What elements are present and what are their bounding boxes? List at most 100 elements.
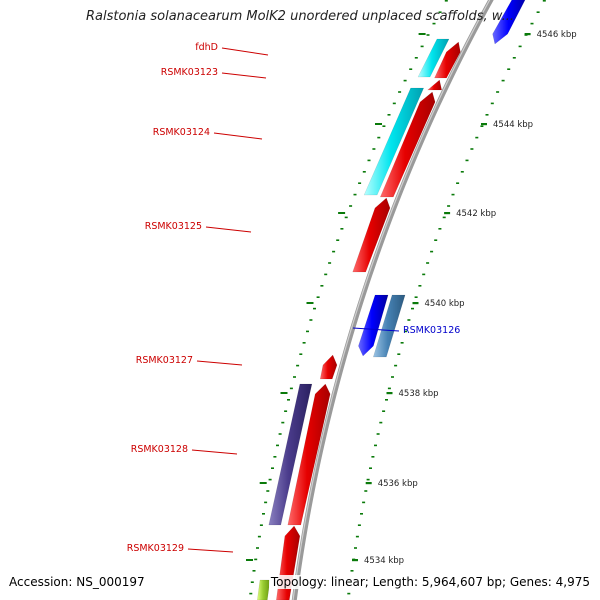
scale-tick-minor	[490, 102, 494, 105]
scale-tick-minor	[357, 524, 361, 526]
left-tick-column	[249, 0, 448, 595]
scale-tick-minor	[377, 136, 381, 139]
genome-summary-text: Topology: linear; Length: 5,964,607 bp; …	[268, 575, 590, 589]
scale-tick-minor	[456, 182, 460, 184]
scale-tick-minor	[259, 524, 263, 526]
scale-tick-minor	[501, 79, 505, 82]
scale-tick-minor	[328, 262, 332, 264]
scale-label-4534: 4534 kbp	[364, 556, 404, 566]
scale-tick-minor	[507, 68, 511, 70]
scale-tick-minor	[372, 148, 376, 150]
scale-tick-minor	[367, 159, 371, 162]
leader-line-RSMK03126	[352, 327, 400, 332]
scale-tick-minor	[387, 114, 391, 116]
scale-tick-minor	[518, 45, 522, 48]
forward-gene-RSMK03123	[427, 79, 443, 91]
gene-label-RSMK03124: RSMK03124	[153, 127, 210, 138]
scale-tick-minor	[418, 285, 422, 287]
gene-label-RSMK03127: RSMK03127	[136, 355, 193, 366]
scale-tick-minor	[392, 102, 396, 105]
scale-tick-minor	[257, 535, 261, 538]
gene-label-fdhD: fdhD	[195, 42, 218, 53]
scale-tick-minor	[444, 0, 448, 2]
scale-tick-major-left	[338, 212, 346, 214]
scale-tick-minor	[369, 467, 372, 469]
scale-label-4542: 4542 kbp	[456, 209, 496, 219]
scale-tick-minor	[281, 421, 285, 424]
scale-tick-minor	[496, 91, 500, 93]
scale-tick-major-left	[246, 559, 253, 561]
scale-label-4538: 4538 kbp	[399, 389, 439, 399]
scale-tick-minor	[542, 0, 546, 2]
scale-tick-minor	[475, 136, 479, 139]
scale-tick-minor	[465, 159, 469, 162]
scale-tick-minor	[264, 501, 268, 504]
scale-tick-minor	[287, 399, 290, 401]
scale-tick-minor	[355, 535, 359, 538]
scale-tick-minor	[391, 376, 394, 378]
scale-tick-major	[524, 33, 531, 36]
scale-tick-minor	[362, 501, 366, 504]
scale-tick-major	[365, 482, 372, 485]
leader-line-RSMK03124	[213, 132, 263, 140]
scale-tick-minor	[362, 171, 366, 173]
scale-tick-minor	[340, 228, 344, 230]
backbone-highlight	[292, 0, 491, 600]
scale-tick-major-left	[306, 302, 314, 304]
scale-tick-minor	[426, 262, 430, 264]
gene-label-RSMK03123: RSMK03123	[161, 67, 218, 78]
leader-line-RSMK03123	[221, 72, 267, 79]
scale-tick-minor	[371, 456, 375, 458]
cyan-feature-fdhD	[417, 38, 450, 78]
scale-tick-minor	[284, 410, 288, 412]
scale-tick-minor	[309, 319, 313, 321]
leader-line-RSMK03128	[191, 449, 238, 455]
forward-gene-RSMK03128	[287, 383, 331, 526]
scale-tick-minor	[382, 410, 386, 412]
scale-tick-minor	[430, 250, 434, 253]
scale-tick-minor	[320, 285, 324, 287]
scale-tick-minor	[409, 68, 413, 70]
scale-tick-minor	[376, 433, 380, 435]
scale-tick-minor	[271, 467, 274, 469]
scale-tick-minor	[306, 330, 309, 333]
lime-feature-RSMK03129	[257, 579, 271, 600]
scale-tick-minor	[276, 444, 279, 447]
leader-line-RSMK03127	[196, 360, 243, 366]
gene-label-RSMK03125: RSMK03125	[145, 221, 202, 232]
scale-tick-minor	[414, 57, 418, 59]
reverse-gene-RSMK03126	[358, 294, 389, 357]
scale-tick-minor	[530, 22, 534, 25]
scale-tick-major	[481, 123, 487, 126]
scale-tick-minor	[296, 364, 300, 367]
leader-line-RSMK03125	[205, 226, 252, 233]
scale-tick-minor	[299, 353, 303, 355]
scale-label-4536: 4536 kbp	[378, 479, 418, 489]
scale-tick-minor	[313, 307, 316, 310]
scale-tick-minor	[354, 547, 357, 549]
scale-tick-minor	[411, 307, 414, 310]
forward-gene-RSMK03124	[379, 91, 436, 198]
backbone-line	[291, 0, 494, 600]
scale-tick-minor	[293, 376, 296, 378]
scale-tick-minor	[434, 239, 438, 241]
scale-tick-minor	[268, 478, 272, 481]
scale-tick-minor	[387, 387, 391, 390]
scale-tick-major-left	[280, 392, 288, 394]
scale-tick-minor	[432, 22, 436, 25]
scale-tick-minor	[438, 228, 442, 230]
forward-gene-RSMK03127	[319, 354, 338, 380]
scale-tick-minor	[316, 296, 320, 298]
scale-tick-minor	[460, 171, 464, 173]
scale-tick-minor	[374, 444, 377, 447]
gene-label-RSMK03126: RSMK03126	[403, 325, 460, 336]
scale-tick-minor	[302, 342, 306, 344]
purple-feature-RSMK03128	[268, 383, 313, 526]
scale-tick-minor	[422, 273, 426, 276]
scale-tick-minor	[426, 34, 430, 36]
scale-tick-minor	[447, 205, 451, 207]
scale-tick-minor	[451, 193, 455, 196]
scale-tick-minor	[485, 114, 489, 116]
scale-tick-minor	[252, 570, 256, 572]
steelblue-feature-RSMK03126	[372, 294, 406, 358]
